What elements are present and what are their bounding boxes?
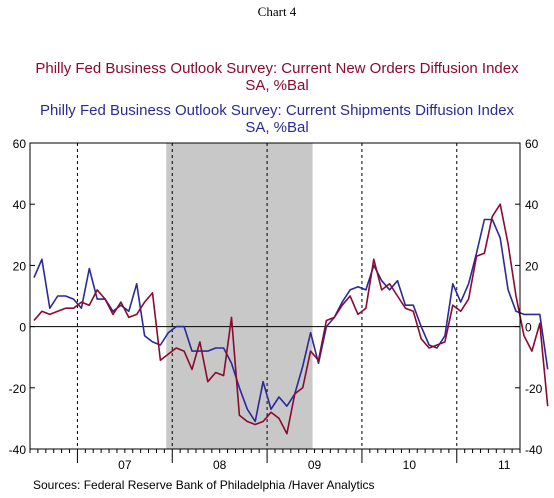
y-tick-label-right: -20 <box>525 382 543 396</box>
x-tick-label: 09 <box>308 458 322 472</box>
x-tick-label: 10 <box>403 458 417 472</box>
y-tick-label-left: -40 <box>9 443 27 457</box>
chart-units-new-orders: SA, %Bal <box>245 77 309 94</box>
series-line-new-orders <box>33 203 549 435</box>
series-line-shipments <box>33 218 549 423</box>
chart-title-shipments: Philly Fed Business Outlook Survey: Curr… <box>39 102 515 119</box>
y-tick-label-left: -20 <box>9 382 27 396</box>
y-tick-label-right: 20 <box>525 259 539 273</box>
x-tick-label: 08 <box>213 458 227 472</box>
source-note: Sources: Federal Reserve Bank of Philade… <box>33 478 375 492</box>
y-tick-label-left: 20 <box>13 259 27 273</box>
y-tick-label-right: 0 <box>525 321 532 335</box>
y-tick-label-left: 0 <box>19 321 26 335</box>
chart-title-new-orders: Philly Fed Business Outlook Survey: Curr… <box>35 60 519 77</box>
y-tick-label-left: 40 <box>13 198 27 212</box>
y-tick-label-right: 40 <box>525 198 539 212</box>
recession-shading <box>166 143 313 449</box>
x-tick-label: 11 <box>498 458 511 472</box>
y-tick-label-right: 60 <box>525 137 539 151</box>
chart-units-shipments: SA, %Bal <box>245 119 309 136</box>
y-tick-label-right: -40 <box>525 443 543 457</box>
chart-number: Chart 4 <box>257 4 297 19</box>
y-tick-label-left: 60 <box>13 137 27 151</box>
x-tick-label: 07 <box>118 458 132 472</box>
